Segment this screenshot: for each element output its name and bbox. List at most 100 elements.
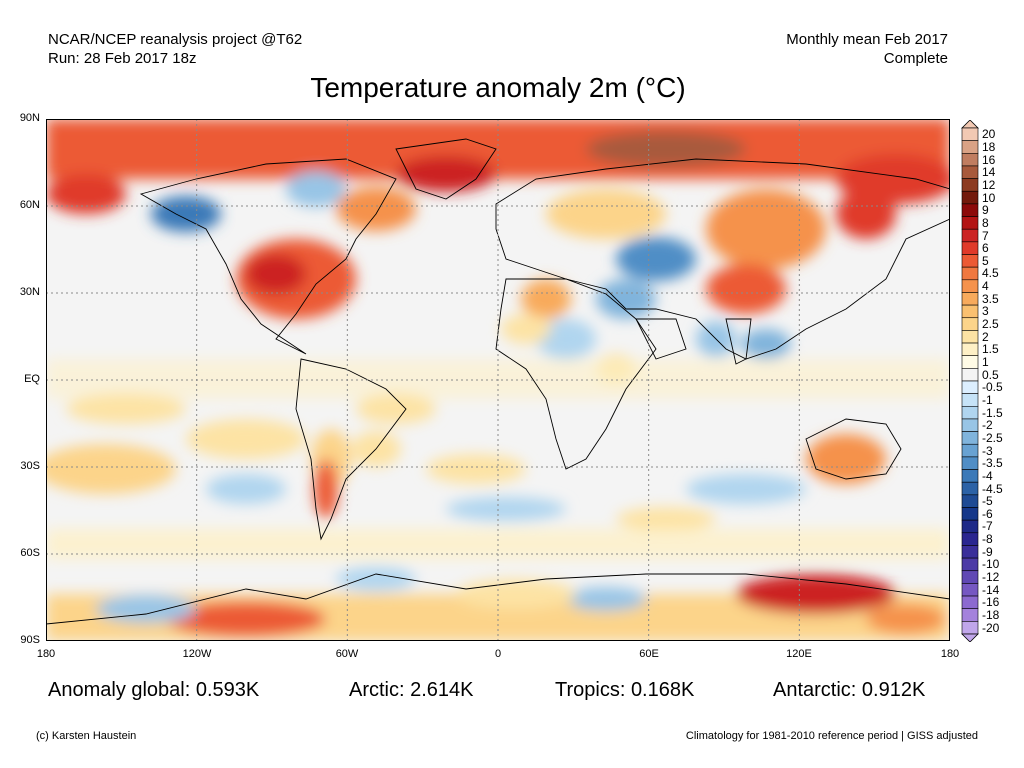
colorbar-label: -9 <box>982 544 993 559</box>
colorbar-label: -3.5 <box>982 456 1003 471</box>
colorbar-swatch <box>961 595 979 609</box>
colorbar-swatch <box>961 165 979 179</box>
source-label: NCAR/NCEP reanalysis project @T62 <box>48 31 303 48</box>
colorbar-swatch <box>961 241 979 255</box>
colorbar-swatch <box>961 443 979 458</box>
map-title: Temperature anomaly 2m (°C) <box>310 72 686 103</box>
colorbar-swatch <box>961 140 979 154</box>
colorbar-label: -4 <box>982 468 993 483</box>
colorbar-swatch <box>961 507 979 521</box>
colorbar-swatch <box>961 152 979 167</box>
colorbar-swatch <box>961 557 979 572</box>
colorbar-top-arrow <box>961 120 979 129</box>
colorbar-label: 10 <box>982 190 996 205</box>
colorbar-label: -14 <box>982 582 1000 597</box>
colorbar-swatch <box>961 621 979 635</box>
colorbar-swatch <box>961 368 979 382</box>
stat-global: Anomaly global: 0.593K <box>48 679 260 701</box>
colorbar-swatch <box>961 228 979 243</box>
colorbar-label: 0.5 <box>982 367 999 382</box>
colorbar-swatch <box>961 545 979 559</box>
colorbar-label: -18 <box>982 608 1000 623</box>
colorbar-swatch <box>961 203 979 217</box>
colorbar-label: 1.5 <box>982 342 999 357</box>
header-right: Monthly mean Feb 2017 Complete <box>786 30 948 68</box>
colorbar-label: 4 <box>982 279 989 294</box>
colorbar-label: 5 <box>982 253 989 268</box>
colorbar-swatch <box>961 532 979 546</box>
colorbar-swatch <box>961 570 979 584</box>
stat-antarctic: Antarctic: 0.912K <box>773 679 926 701</box>
lat-label-30n: 30N <box>19 286 40 298</box>
lat-label-30s: 30S <box>20 460 40 472</box>
anomaly-map-graphic <box>46 119 950 641</box>
colorbar-swatch <box>961 405 979 420</box>
lon-label-60e: 60E <box>639 648 659 660</box>
colorbar-swatch <box>961 304 979 319</box>
colorbar-label: -1.5 <box>982 405 1003 420</box>
colorbar-label: 4.5 <box>982 266 999 281</box>
colorbar-label: 6 <box>982 241 989 256</box>
colorbar-label: -10 <box>982 557 1000 572</box>
colorbar-swatch <box>961 519 979 534</box>
colorbar-label: -8 <box>982 532 993 547</box>
colorbar-label: 14 <box>982 165 996 180</box>
colorbar-swatch <box>961 393 979 407</box>
colorbar-label: -20 <box>982 620 1000 635</box>
colorbar-label: 2 <box>982 329 989 344</box>
run-label: Run: 28 Feb 2017 18z <box>48 50 197 67</box>
colorbar-label: -2 <box>982 418 993 433</box>
colorbar-swatch <box>961 342 979 357</box>
colorbar-bottom-arrow <box>961 633 979 642</box>
colorbar-swatch <box>961 469 979 483</box>
lon-label-120e: 120E <box>786 648 812 660</box>
colorbar-label: -7 <box>982 519 993 534</box>
colorbar-label: 3.5 <box>982 291 999 306</box>
colorbar-swatch <box>961 481 979 496</box>
colorbar-swatch <box>961 431 979 445</box>
colorbar-label: 12 <box>982 177 996 192</box>
anomaly-map <box>46 119 950 641</box>
lat-label-90s: 90S <box>20 634 40 646</box>
colorbar-label: 20 <box>982 127 996 142</box>
colorbar-label: 8 <box>982 215 989 230</box>
colorbar-swatch <box>961 494 979 508</box>
lat-label-60s: 60S <box>20 547 40 559</box>
stat-tropics: Tropics: 0.168K <box>555 679 695 701</box>
colorbar-swatch <box>961 266 979 281</box>
colorbar-swatch <box>961 583 979 597</box>
colorbar-label: -3 <box>982 443 993 458</box>
colorbar-label: -2.5 <box>982 430 1003 445</box>
colorbar-label: 1 <box>982 355 989 370</box>
colorbar-swatch <box>961 355 979 369</box>
colorbar-swatch <box>961 380 979 394</box>
lon-label-0: 0 <box>494 648 502 660</box>
colorbar-label: 3 <box>982 304 989 319</box>
colorbar-label: -16 <box>982 595 1000 610</box>
header-left: NCAR/NCEP reanalysis project @T62 Run: 2… <box>48 30 302 68</box>
lon-label-60w: 60W <box>335 648 359 660</box>
colorbar-label: 2.5 <box>982 317 999 332</box>
colorbar-label: -12 <box>982 570 1000 585</box>
colorbar-label: 18 <box>982 139 996 154</box>
colorbar-swatch <box>961 330 979 344</box>
colorbar-label: 7 <box>982 228 989 243</box>
colorbar-swatch <box>961 279 979 293</box>
credit-label: (c) Karsten Haustein <box>36 730 137 742</box>
status-label: Complete <box>883 50 948 67</box>
lon-label-120w: 120W <box>182 648 212 660</box>
colorbar-label: -0.5 <box>982 380 1003 395</box>
colorbar-swatch <box>961 216 979 230</box>
colorbar-label: -5 <box>982 494 993 509</box>
lat-label-eq: EQ <box>24 373 40 385</box>
colorbar-swatch <box>961 127 979 141</box>
colorbar-swatch <box>961 254 979 268</box>
colorbar-swatch <box>961 190 979 205</box>
lon-label-180e: 180 <box>940 648 960 660</box>
colorbar-swatch <box>961 317 979 331</box>
colorbar-swatch <box>961 292 979 306</box>
colorbar-swatch <box>961 178 979 192</box>
period-label: Monthly mean Feb 2017 <box>786 31 948 48</box>
stat-arctic: Arctic: 2.614K <box>349 679 474 701</box>
colorbar-swatch <box>961 418 979 432</box>
